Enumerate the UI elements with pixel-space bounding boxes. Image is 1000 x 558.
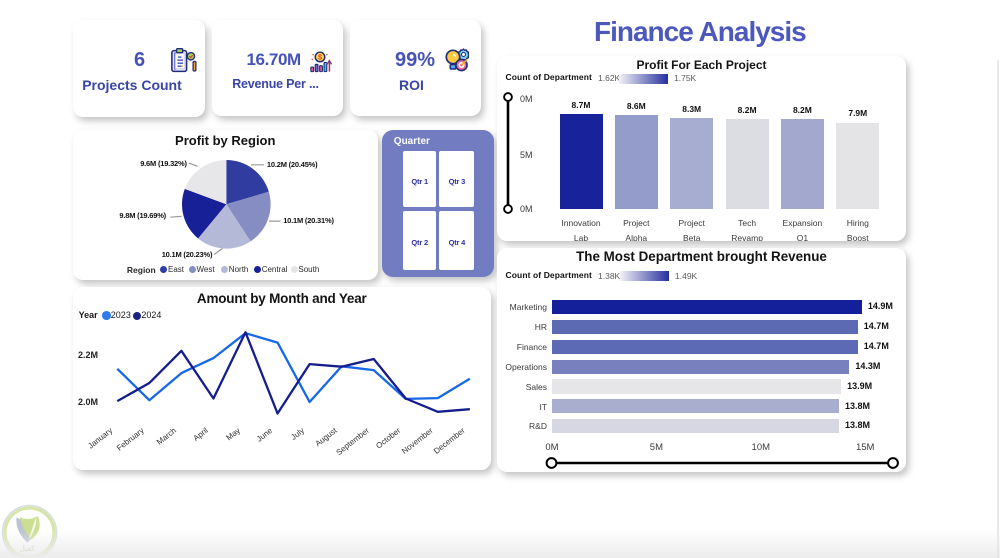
svg-text:$: $: [318, 53, 322, 62]
